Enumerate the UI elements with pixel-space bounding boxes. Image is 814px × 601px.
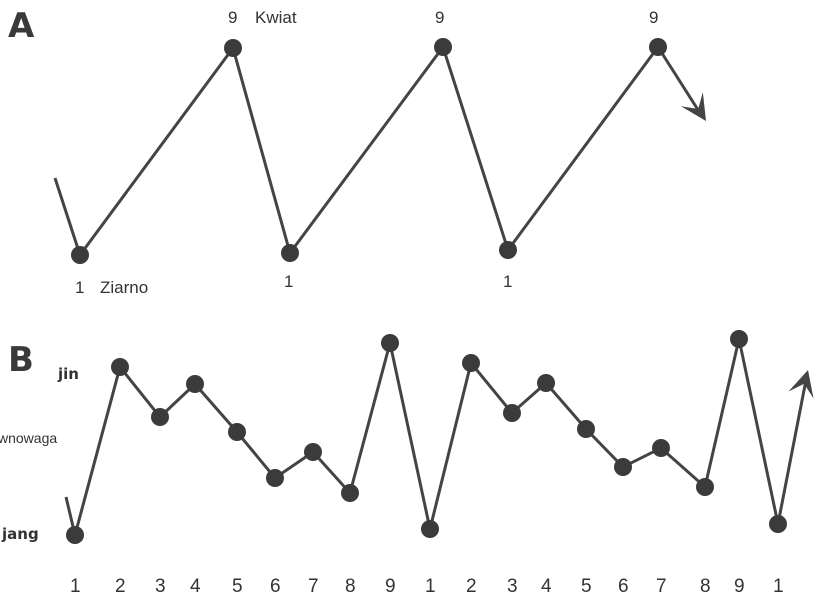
panel-a-trough-name: Ziarno (100, 278, 149, 297)
panel-a-point (224, 39, 242, 57)
panel-a-peak-label-1: 9 (228, 8, 238, 27)
panel-b-point (66, 526, 84, 544)
panel-b-arrowhead (788, 370, 814, 399)
panel-b-point (730, 330, 748, 348)
panel-a-trough-label-2: 1 (284, 272, 294, 291)
panel-a-point (434, 38, 452, 56)
panel-b-tick-label: 8 (345, 576, 356, 597)
panel-b-tick-label: 1 (773, 576, 784, 597)
panel-b-tick-label: 1 (425, 576, 436, 597)
panel-b-tick-label: 9 (385, 576, 396, 597)
panel-b-point (652, 439, 670, 457)
panel-b-tick-label: 2 (115, 576, 126, 597)
panel-b-point (503, 404, 521, 422)
panel-a-trough-label-3: 1 (503, 272, 513, 291)
panel-b-cycle-line (64, 338, 808, 536)
panel-b-tick-label: 4 (190, 576, 201, 597)
panel-b-point (228, 423, 246, 441)
panel-a-trough-label-1: 1 (75, 278, 85, 297)
jin-label: jin (58, 365, 79, 383)
panel-a-peak-label-3: 9 (649, 8, 659, 27)
jang-label: jang (2, 525, 39, 543)
panel-b-tick-label: 2 (466, 576, 477, 597)
panel-a-letter: A (8, 6, 35, 46)
panel-b-tick-label: 8 (700, 576, 711, 597)
panel-b-tick-label: 3 (507, 576, 518, 597)
panel-b-point (304, 443, 322, 461)
panel-b-tick-label: 9 (734, 576, 745, 597)
panel-a-point (499, 241, 517, 259)
panel-b-point (696, 478, 714, 496)
panel-a-peak-label-2: 9 (435, 8, 445, 27)
panel-a-point (281, 244, 299, 262)
panel-b-point (577, 420, 595, 438)
panel-b-tick-label: 4 (541, 576, 552, 597)
panel-a-peak-name: Kwiat (255, 8, 297, 27)
panel-b-tick-label: 1 (70, 576, 81, 597)
panel-b-point (614, 458, 632, 476)
panel-b-tick-label: 6 (270, 576, 281, 597)
panel-b-tick-label: 3 (155, 576, 166, 597)
panel-b-point (151, 408, 169, 426)
panel-a-arrowhead (680, 92, 706, 121)
panel-a-point (71, 246, 89, 264)
panel-b-tick-label: 5 (232, 576, 243, 597)
panel-b-tick-label: 5 (581, 576, 592, 597)
panel-b-point (421, 520, 439, 538)
panel-b-tick-label: 7 (308, 576, 319, 597)
panel-b-point (537, 374, 555, 392)
panel-b-point (462, 354, 480, 372)
panel-b-point (186, 375, 204, 393)
panel-b-point (266, 469, 284, 487)
panel-b-point (111, 358, 129, 376)
panel-b-letter: B (8, 340, 34, 380)
panel-b-point (341, 484, 359, 502)
balance-label: wnowaga (0, 430, 58, 446)
panel-b-point (381, 334, 399, 352)
panel-a-point (649, 38, 667, 56)
panel-b-tick-label: 7 (656, 576, 667, 597)
panel-b-tick-label: 6 (618, 576, 629, 597)
panel-a-cycle-line (53, 43, 702, 259)
panel-b-point (769, 515, 787, 533)
